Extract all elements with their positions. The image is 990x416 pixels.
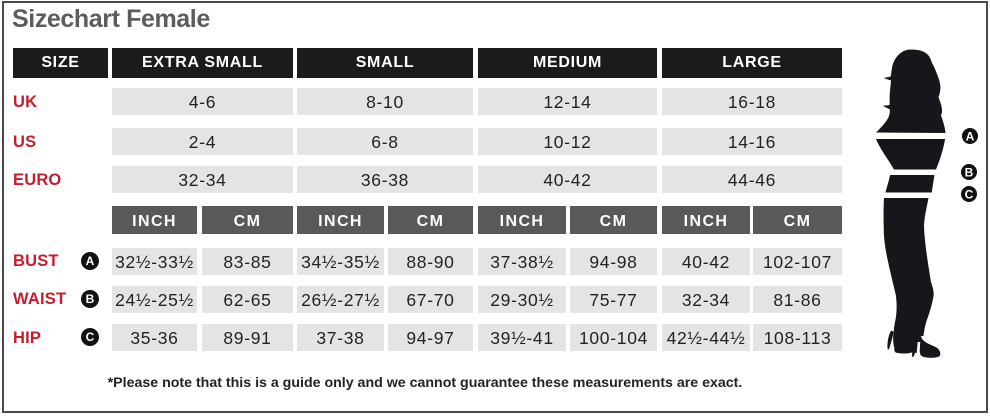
svg-text:A: A: [966, 130, 975, 144]
svg-text:B: B: [965, 166, 974, 180]
svg-text:C: C: [965, 188, 974, 202]
